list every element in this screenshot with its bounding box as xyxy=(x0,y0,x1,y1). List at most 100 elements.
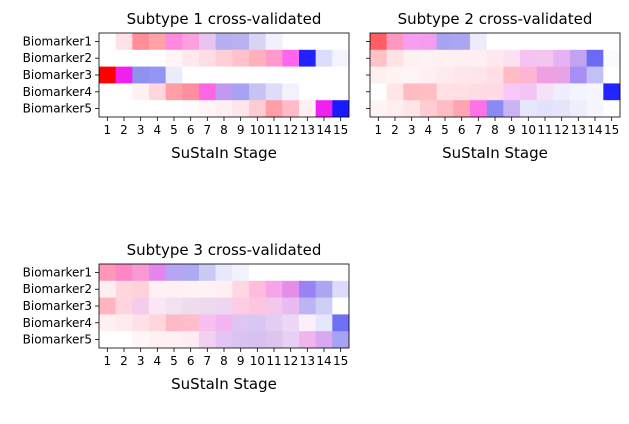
heatmap-cell xyxy=(332,83,350,101)
heatmap-cell xyxy=(570,66,587,84)
x-axis-label: SuStaIn Stage xyxy=(171,375,277,393)
heatmap-cell xyxy=(282,83,300,101)
heatmap-cell xyxy=(315,331,333,349)
heatmap-cell xyxy=(249,49,266,67)
heatmap-cell xyxy=(570,83,587,101)
chart-title: Subtype 3 cross-validated xyxy=(127,241,322,259)
heatmap-cell xyxy=(299,331,316,349)
heatmap-cell xyxy=(149,33,166,51)
x-tick-label: 1 xyxy=(104,123,112,137)
heatmap-cell xyxy=(165,264,183,282)
x-tick-label: 4 xyxy=(154,123,162,137)
heatmap-cell xyxy=(299,314,316,332)
x-axis-label: SuStaIn Stage xyxy=(442,144,548,162)
heatmap-cell xyxy=(299,297,316,315)
heatmap-cell xyxy=(132,314,150,332)
heatmap-cell xyxy=(249,83,266,101)
x-tick-label: 11 xyxy=(266,354,281,368)
heatmap-cell xyxy=(332,66,350,84)
heatmap-cell xyxy=(299,33,316,51)
x-tick-label: 8 xyxy=(491,123,499,137)
x-tick-label: 11 xyxy=(266,123,281,137)
heatmap-cell xyxy=(470,83,487,101)
heatmap-cell xyxy=(436,66,454,84)
heatmap-cell xyxy=(503,49,521,67)
heatmap-cell xyxy=(182,297,200,315)
heatmap-cell xyxy=(199,314,216,332)
heatmap-cell xyxy=(215,83,233,101)
heatmap-cell xyxy=(486,100,504,118)
heatmap-cell xyxy=(182,49,200,67)
heatmap-cell xyxy=(99,66,116,84)
heatmap-cell xyxy=(520,100,537,118)
heatmap-cell xyxy=(370,49,387,67)
heatmap-cell xyxy=(199,331,216,349)
heatmap-cell xyxy=(603,100,621,118)
heatmap-cell xyxy=(232,331,250,349)
heatmap-cell xyxy=(99,49,116,67)
heatmap-cell xyxy=(182,264,200,282)
heatmap-cell xyxy=(403,66,421,84)
heatmap-cell xyxy=(249,66,266,84)
heatmap-cell xyxy=(503,100,521,118)
x-tick-label: 13 xyxy=(300,354,315,368)
heatmap-cell xyxy=(115,297,133,315)
heatmap-cell xyxy=(182,83,200,101)
heatmap-cell xyxy=(115,100,133,118)
heatmap-cell xyxy=(99,83,116,101)
heatmap-cell xyxy=(232,280,250,298)
x-tick-label: 7 xyxy=(204,354,212,368)
heatmap-cell xyxy=(553,100,571,118)
heatmap-cell xyxy=(215,264,233,282)
heatmap-cell xyxy=(132,49,150,67)
x-tick-label: 5 xyxy=(170,354,178,368)
x-tick-label: 8 xyxy=(220,354,228,368)
heatmap-cell xyxy=(453,33,471,51)
heatmap-cell xyxy=(182,331,200,349)
heatmap-cell xyxy=(265,314,283,332)
heatmap-cell xyxy=(520,49,537,67)
x-tick-label: 9 xyxy=(237,123,245,137)
x-tick-label: 10 xyxy=(521,123,536,137)
heatmap-cell xyxy=(386,33,404,51)
heatmap-cell xyxy=(420,66,437,84)
heatmap-cell xyxy=(182,314,200,332)
heatmap-cell xyxy=(386,83,404,101)
heatmap-cell xyxy=(586,83,604,101)
heatmap-cell xyxy=(282,264,300,282)
heatmap-cell xyxy=(299,66,316,84)
heatmap-cell xyxy=(282,66,300,84)
heatmap-cell xyxy=(536,66,554,84)
heatmap-cell xyxy=(149,100,166,118)
heatmap-cell xyxy=(315,49,333,67)
heatmap-cell xyxy=(553,66,571,84)
heatmap-cell xyxy=(486,49,504,67)
heatmap-cell xyxy=(215,297,233,315)
heatmap-cell xyxy=(199,66,216,84)
heatmap-cell xyxy=(99,331,116,349)
x-tick-label: 6 xyxy=(187,123,195,137)
heatmap-cell xyxy=(215,331,233,349)
heatmap-cell xyxy=(403,49,421,67)
heatmap-cell xyxy=(99,314,116,332)
heatmap-cell xyxy=(553,49,571,67)
heatmap-cell xyxy=(115,331,133,349)
x-tick-label: 4 xyxy=(425,123,433,137)
heatmap-cell xyxy=(199,33,216,51)
heatmap-cell xyxy=(165,280,183,298)
heatmap-cell xyxy=(503,83,521,101)
x-tick-label: 2 xyxy=(120,354,128,368)
heatmap-cell xyxy=(470,66,487,84)
heatmap-cell xyxy=(299,49,316,67)
heatmap-cell xyxy=(420,49,437,67)
heatmap-cell xyxy=(149,264,166,282)
x-tick-label: 10 xyxy=(250,123,265,137)
heatmap-cell xyxy=(603,33,621,51)
heatmap-cell xyxy=(132,100,150,118)
heatmap-cell xyxy=(99,297,116,315)
x-tick-label: 5 xyxy=(170,123,178,137)
heatmap-cell xyxy=(149,314,166,332)
x-tick-label: 14 xyxy=(316,354,331,368)
heatmap-cell xyxy=(249,297,266,315)
